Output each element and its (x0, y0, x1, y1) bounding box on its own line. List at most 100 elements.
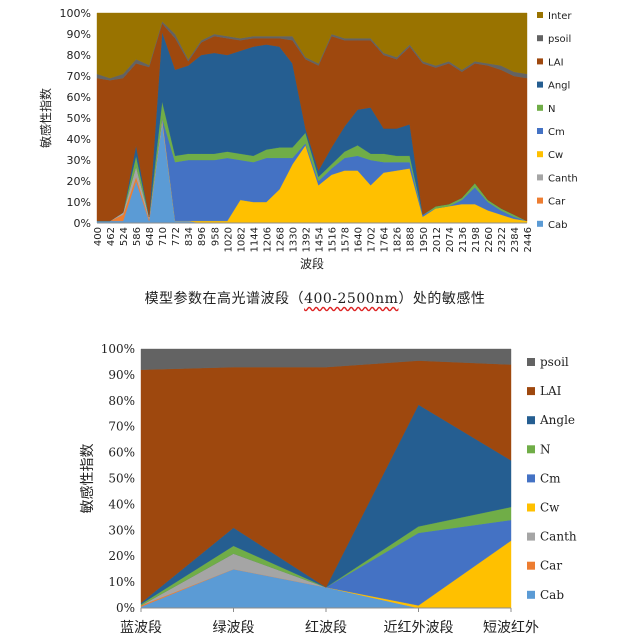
legend-label-angl: Angl (548, 81, 570, 92)
legend-label-cm: Cm (548, 127, 565, 138)
x-tick-label: 2446 (523, 227, 534, 252)
x-tick-label: 近红外波段 (384, 620, 454, 636)
legend-label-psoil: psoil (540, 355, 569, 369)
x-tick-label: 1330 (288, 227, 299, 252)
x-tick-label: 524 (119, 227, 130, 246)
legend-swatch-psoil (527, 358, 535, 366)
x-tick-label: 2260 (484, 227, 495, 252)
x-tick-label: 1082 (236, 227, 247, 252)
caption-suffix: ）处的敏感性 (398, 291, 486, 307)
y-tick-label: 100% (60, 7, 91, 20)
x-tick-label: 1268 (275, 227, 286, 252)
x-tick-label: 772 (171, 227, 182, 246)
y-tick-label: 10% (67, 196, 91, 209)
y-tick-label: 80% (108, 394, 135, 408)
legend-label-car: Car (540, 559, 562, 573)
legend-swatch-psoil (537, 35, 543, 42)
legend-label-angle: Angle (539, 413, 575, 427)
x-tick-label: 蓝波段 (120, 620, 162, 636)
legend-swatch-canth (537, 174, 543, 181)
legend-swatch-lai (527, 387, 535, 396)
legend-swatch-n (537, 104, 543, 111)
legend-label-cab: Cab (548, 220, 567, 231)
x-tick-label: 2074 (445, 227, 456, 252)
x-tick-label: 2136 (458, 227, 469, 252)
area-series-inter (96, 12, 528, 79)
x-tick-label: 710 (158, 227, 169, 246)
legend-label-n: N (548, 104, 555, 115)
y-tick-label: 60% (108, 446, 135, 460)
legend-swatch-inter (537, 12, 543, 18)
x-tick-label: 1020 (223, 227, 234, 252)
legend-label-inter: Inter (548, 11, 572, 22)
legend-label-car: Car (548, 197, 566, 208)
x-tick-label: 2384 (510, 227, 521, 252)
chart-caption: 模型参数在高光谱波段（400-2500nm）处的敏感性 (0, 288, 630, 308)
legend-swatch-cw (527, 503, 535, 512)
x-tick-label: 1392 (301, 227, 312, 252)
legend-swatch-cab (527, 590, 535, 599)
y-tick-label: 0% (74, 217, 91, 230)
legend-label-cab: Cab (540, 588, 564, 602)
legend-swatch-lai (537, 58, 543, 65)
legend-label-canth: Canth (548, 173, 578, 184)
y-axis-title: 敏感性指数 (79, 444, 96, 514)
legend-label-psoil: psoil (548, 34, 571, 45)
y-tick-label: 50% (108, 472, 135, 486)
x-tick-label: 896 (197, 227, 208, 246)
legend-swatch-angle (527, 416, 535, 425)
x-tick-label: 2012 (432, 227, 443, 252)
x-tick-label: 1950 (419, 227, 430, 252)
x-tick-label: 2322 (497, 227, 508, 252)
y-tick-label: 80% (67, 49, 91, 62)
y-tick-label: 40% (108, 497, 135, 511)
x-tick-label: 1702 (367, 227, 378, 252)
chart-band-sensitivity: 0% 10% 20% 30% 40% 50% 60% 70% 80% 90% 100% 蓝波段 绿波段 红… (79, 342, 577, 636)
x-tick-label: 绿波段 (213, 620, 255, 636)
x-tick-label: 1888 (406, 227, 417, 252)
x-axis-title: 波段 (300, 256, 324, 271)
x-tick-label: 1826 (393, 227, 404, 252)
legend-label-cw: Cw (548, 150, 563, 161)
x-tick-label: 958 (210, 227, 221, 246)
x-tick-label: 2198 (471, 227, 482, 252)
legend-swatch-cm (527, 474, 535, 483)
y-tick-label: 70% (67, 70, 91, 83)
y-tick-label: 70% (108, 420, 135, 434)
x-tick-label: 1578 (341, 227, 352, 252)
x-tick-label: 1764 (380, 227, 391, 252)
legend-label-lai: LAI (540, 384, 562, 398)
x-tick-label: 1640 (354, 227, 365, 252)
legend-label-lai: LAI (548, 57, 564, 68)
legend-swatch-cw (537, 151, 543, 158)
legend-swatch-n (527, 445, 535, 454)
x-tick-label: 586 (132, 227, 143, 246)
x-tick-label: 1144 (249, 227, 260, 252)
legend-swatch-car (537, 197, 543, 204)
area-series-psoil (140, 348, 512, 370)
caption-range: 400-2500nm (304, 291, 399, 307)
y-tick-label: 90% (67, 28, 91, 41)
legend-swatch-cm (537, 128, 543, 134)
x-tick-label: 红波段 (305, 620, 347, 636)
x-tick-label: 648 (145, 227, 156, 246)
y-tick-label: 50% (67, 112, 91, 125)
y-tick-label: 0% (116, 601, 135, 615)
y-tick-label: 30% (67, 154, 91, 167)
caption-prefix: 模型参数在高光谱波段（ (144, 291, 305, 307)
x-tick-label: 1206 (262, 227, 273, 252)
chart-hyperspectral-sensitivity: 0%10%20%30%40%50%60%70%80%90%100%400 462 5… (38, 7, 578, 271)
y-tick-label: 10% (108, 575, 135, 589)
x-tick-label: 462 (106, 227, 117, 246)
y-axis-title: 敏感性指数 (38, 88, 53, 148)
legend-swatch-canth (527, 532, 535, 541)
y-tick-label: 100% (101, 342, 135, 356)
y-tick-label: 90% (108, 368, 135, 382)
y-tick-label: 40% (67, 133, 91, 146)
legend-label-cw: Cw (540, 501, 560, 515)
legend-label-n: N (540, 442, 551, 456)
legend-swatch-cab (537, 220, 543, 227)
y-tick-label: 20% (67, 175, 91, 188)
y-tick-label: 20% (108, 549, 135, 563)
legend-swatch-car (527, 561, 535, 570)
